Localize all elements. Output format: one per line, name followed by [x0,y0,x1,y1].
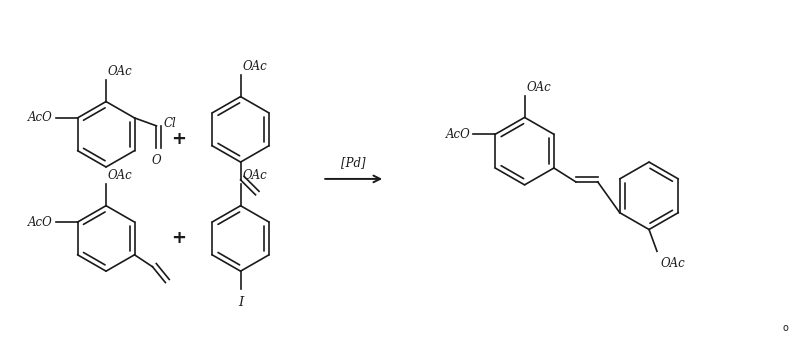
Text: OAc: OAc [108,65,133,78]
Text: Cl: Cl [163,117,176,131]
Text: o: o [782,323,789,333]
Text: AcO: AcO [28,216,53,228]
Text: [Pd]: [Pd] [342,156,366,169]
Text: AcO: AcO [28,112,53,124]
Text: AcO: AcO [446,128,470,141]
Text: OAc: OAc [108,169,133,182]
Text: OAc: OAc [242,60,267,73]
Text: OAc: OAc [242,169,267,182]
Text: O: O [152,154,162,167]
Text: OAc: OAc [526,81,551,94]
Text: I: I [238,296,243,309]
Text: OAc: OAc [661,257,686,270]
Text: +: + [171,130,186,148]
Text: +: + [171,230,186,247]
